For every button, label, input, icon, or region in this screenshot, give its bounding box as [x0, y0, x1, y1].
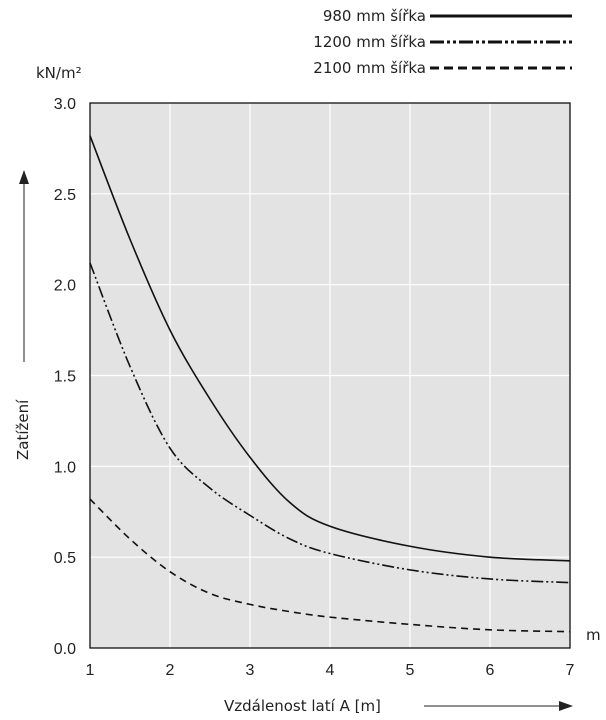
x-axis-arrow-icon	[559, 701, 573, 711]
series-line-3	[89, 498, 571, 633]
y-tick-label: 1.0	[54, 459, 76, 476]
x-axis-ticks: 1 2 3 4 5 6 7	[86, 662, 575, 679]
x-tick-label: 6	[486, 662, 495, 679]
x-axis-label-group: Vzdálenost latí A [m]	[224, 697, 573, 715]
x-tick-label: 4	[326, 662, 335, 679]
x-axis-label: Vzdálenost latí A [m]	[224, 697, 381, 715]
legend-label: 1200 mm šířka	[313, 33, 426, 51]
x-axis-unit: m	[586, 626, 601, 644]
series-line-1	[89, 135, 571, 562]
y-axis-ticks: 0.0 0.5 1.0 1.5 2.0 2.5 3.0	[54, 96, 76, 658]
x-tick-label: 7	[566, 662, 575, 679]
plot-frame	[89, 102, 571, 649]
legend-label: 980 mm šířka	[323, 7, 426, 25]
legend: 980 mm šířka 1200 mm šířka 2100 mm šířka	[313, 7, 572, 77]
series-line-2	[89, 262, 571, 584]
y-tick-label: 0.5	[54, 550, 76, 567]
x-tick-label: 3	[246, 662, 255, 679]
y-tick-label: 1.5	[54, 369, 76, 386]
y-tick-label: 2.0	[54, 278, 76, 295]
x-tick-label: 1	[86, 662, 95, 679]
x-tick-label: 2	[166, 662, 175, 679]
y-tick-label: 2.5	[54, 187, 76, 204]
series-group	[89, 135, 571, 633]
y-tick-label: 0.0	[54, 641, 76, 658]
y-axis-unit: kN/m²	[36, 64, 82, 82]
legend-label: 2100 mm šířka	[313, 59, 426, 77]
y-axis-arrow-icon	[19, 170, 29, 184]
grid	[90, 103, 570, 648]
y-axis-label: Zatížení	[14, 399, 32, 460]
y-tick-label: 3.0	[54, 96, 76, 113]
x-tick-label: 5	[406, 662, 415, 679]
y-axis-label-group: Zatížení	[14, 170, 32, 460]
